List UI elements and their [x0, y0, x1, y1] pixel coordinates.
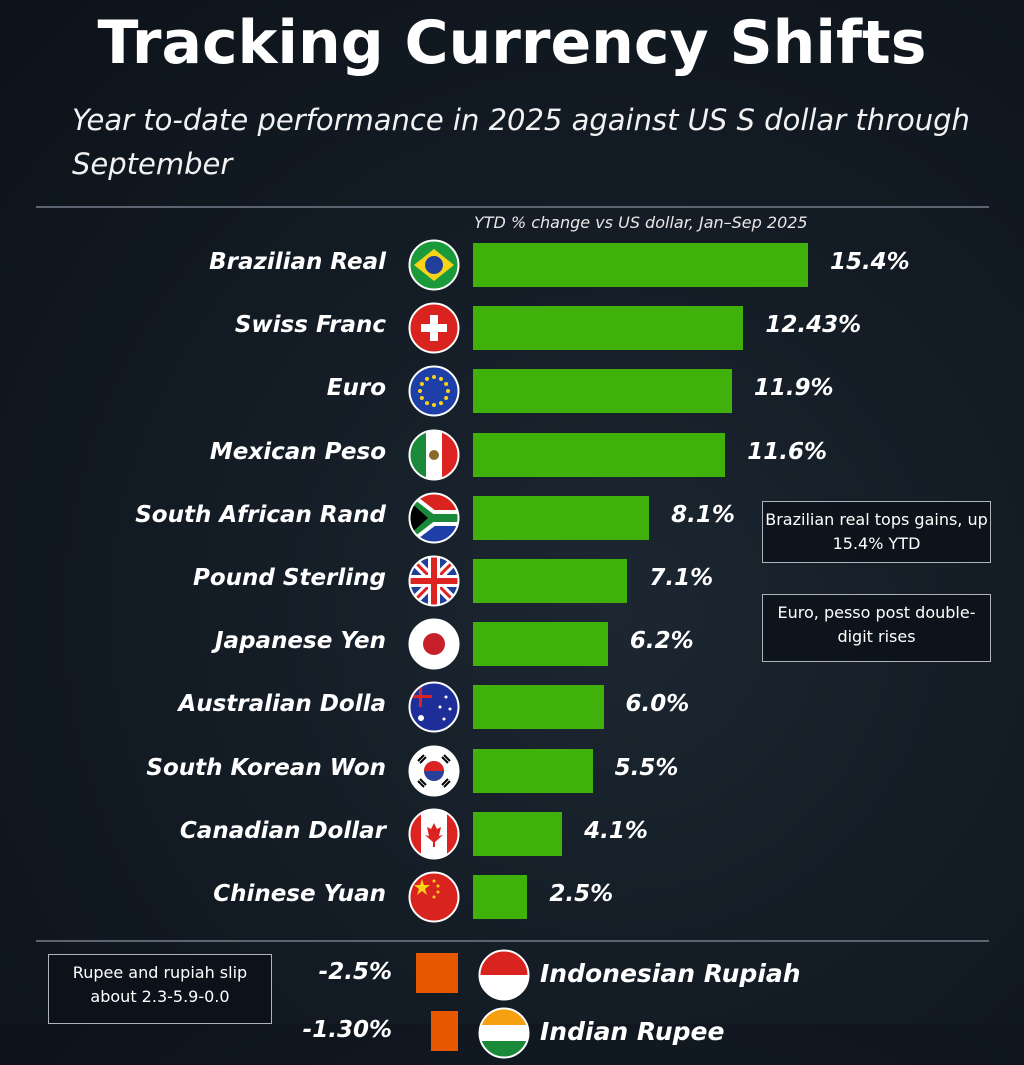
bar — [473, 495, 650, 540]
category-label: Brazilian Real — [209, 249, 386, 275]
value-label: 12.43% — [765, 312, 862, 339]
category-label: South Korean Won — [146, 754, 386, 781]
mexico-flag-icon — [408, 429, 460, 481]
bottom-divider — [36, 940, 989, 942]
bar — [473, 748, 593, 793]
indonesia-flag-icon — [478, 949, 530, 1001]
bar-row: Pound Sterling 7.1% — [0, 553, 1024, 609]
category-label: Australian Dolla — [178, 691, 386, 718]
bar-row: Euro 11.9% — [0, 363, 1024, 419]
category-label: Japanese Yen — [215, 628, 386, 655]
bar-row: Japanese Yen 6.2% — [0, 616, 1024, 672]
category-label: South African Rand — [135, 501, 386, 528]
bar-row: South Korean Won 5.5% — [0, 743, 1024, 799]
category-label: Mexican Peso — [209, 438, 386, 465]
bar-row: Mexican Peso 11.6% — [0, 427, 1024, 483]
bar — [473, 369, 732, 414]
bar — [473, 685, 604, 730]
negative-bar — [415, 953, 458, 993]
bar — [473, 875, 528, 919]
chart-title: Tracking Currency Shifts — [97, 8, 927, 78]
bar-row: South African Rand 8.1% — [0, 490, 1024, 546]
bar — [473, 622, 608, 667]
negative-bar-row: -1.30% Indian Rupee — [0, 1007, 1024, 1065]
annotation-euro-peso: Euro, pesso post double-digit rises — [762, 594, 991, 662]
category-label: Indian Rupee — [540, 1017, 725, 1046]
chart-subtitle: Year to-date performance in 2025 against… — [72, 103, 970, 181]
value-label: -1.30% — [302, 1017, 392, 1043]
switzerland-flag-icon — [408, 302, 460, 354]
brazil-flag-icon — [408, 239, 460, 291]
value-label: 2.5% — [549, 881, 614, 907]
bar — [473, 432, 726, 477]
south-korea-flag-icon — [408, 745, 460, 797]
annotation-rupee-rupiah: Rupee and rupiah slip about 2.3-5.9-0.0 — [48, 954, 272, 1024]
value-label: 11.9% — [753, 375, 834, 402]
category-label: Chinese Yuan — [213, 881, 386, 907]
japan-flag-icon — [408, 618, 460, 670]
china-flag-icon — [408, 871, 460, 923]
canada-flag-icon — [408, 808, 460, 860]
value-label: 5.5% — [614, 754, 679, 781]
negative-bar-row: -2.5% Indonesian Rupiah — [0, 949, 1024, 1007]
negative-bar — [431, 1011, 458, 1051]
category-label: Canadian Dollar — [179, 817, 386, 844]
top-divider — [36, 206, 989, 208]
bar — [473, 811, 563, 856]
value-label: -2.5% — [318, 959, 392, 985]
bar-row: Chinese Yuan 2.5% — [0, 869, 1024, 925]
bar — [473, 243, 808, 287]
india-flag-icon — [478, 1007, 530, 1059]
bar-row: Canadian Dollar 4.1% — [0, 806, 1024, 862]
value-label: 11.6% — [747, 438, 828, 465]
bar — [473, 559, 628, 603]
category-label: Euro — [326, 375, 386, 402]
category-label: Swiss Franc — [234, 312, 386, 339]
value-label: 6.0% — [625, 691, 690, 718]
axis-note: YTD % change vs US dollar, Jan–Sep 2025 — [474, 213, 808, 232]
value-label: 8.1% — [671, 501, 735, 528]
south-africa-flag-icon — [408, 492, 460, 544]
australia-flag-icon — [408, 681, 460, 733]
bar-row: Swiss Franc 12.43% — [0, 300, 1024, 356]
value-label: 6.2% — [629, 628, 694, 655]
eu-flag-icon — [408, 365, 460, 417]
uk-flag-icon — [408, 555, 460, 607]
annotation-brazil: Brazilian real tops gains, up 15.4% YTD — [762, 501, 991, 563]
value-label: 15.4% — [829, 249, 910, 275]
category-label: Indonesian Rupiah — [540, 959, 801, 988]
value-label: 4.1% — [584, 817, 648, 844]
bar — [473, 306, 744, 351]
category-label: Pound Sterling — [193, 565, 386, 591]
value-label: 7.1% — [649, 565, 714, 591]
bar-row: Brazilian Real 15.4% — [0, 237, 1024, 293]
bar-row: Australian Dolla 6.0% — [0, 679, 1024, 735]
